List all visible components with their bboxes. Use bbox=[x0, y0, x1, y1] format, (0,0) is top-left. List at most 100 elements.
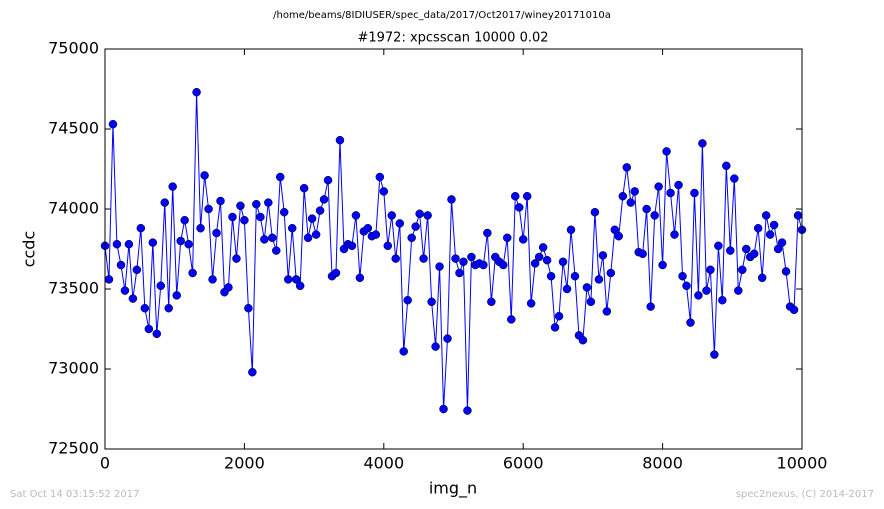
data-point bbox=[710, 350, 719, 359]
data-point bbox=[654, 182, 663, 191]
data-point bbox=[120, 286, 130, 295]
data-point bbox=[546, 271, 556, 281]
data-point bbox=[291, 275, 301, 284]
data-point bbox=[224, 283, 233, 292]
data-point bbox=[216, 196, 225, 206]
data-point bbox=[526, 299, 536, 308]
data-point bbox=[256, 212, 265, 222]
data-point bbox=[180, 215, 189, 225]
data-point bbox=[287, 223, 297, 233]
data-point bbox=[554, 311, 564, 321]
data-point bbox=[144, 324, 154, 334]
data-point bbox=[714, 241, 723, 251]
data-point bbox=[200, 171, 209, 180]
data-point bbox=[777, 238, 787, 247]
data-point bbox=[570, 271, 580, 281]
data-point bbox=[156, 281, 166, 291]
data-point bbox=[590, 207, 600, 217]
data-point bbox=[507, 315, 516, 324]
data-point bbox=[140, 303, 150, 313]
data-point bbox=[538, 243, 548, 252]
data-point bbox=[391, 254, 400, 263]
data-point bbox=[112, 239, 122, 249]
data-point bbox=[244, 303, 253, 313]
data-point bbox=[204, 204, 213, 214]
data-point bbox=[132, 265, 142, 275]
data-point bbox=[307, 214, 317, 223]
data-point bbox=[511, 191, 520, 201]
data-point bbox=[176, 236, 185, 246]
data-point bbox=[753, 223, 763, 233]
data-point bbox=[741, 244, 751, 254]
data-point bbox=[192, 87, 201, 97]
data-point bbox=[586, 297, 596, 307]
data-point bbox=[463, 406, 472, 415]
data-point bbox=[530, 259, 540, 268]
data-point bbox=[761, 211, 771, 220]
data-point bbox=[411, 222, 420, 231]
data-point bbox=[518, 235, 528, 244]
data-point bbox=[168, 182, 177, 191]
data-point bbox=[451, 254, 460, 263]
data-point bbox=[618, 191, 628, 201]
data-point bbox=[443, 334, 452, 343]
data-point bbox=[542, 255, 552, 265]
data-point bbox=[351, 211, 361, 220]
data-point bbox=[104, 275, 114, 284]
data-point bbox=[160, 198, 169, 207]
data-point bbox=[682, 281, 691, 291]
y-tick-label: 74000 bbox=[48, 199, 99, 218]
data-point bbox=[136, 223, 146, 233]
data-point bbox=[116, 260, 126, 270]
data-point bbox=[272, 246, 281, 255]
data-point bbox=[395, 219, 405, 228]
data-point bbox=[642, 204, 651, 214]
data-point bbox=[311, 230, 321, 239]
y-tick-label: 75000 bbox=[48, 39, 99, 58]
data-point bbox=[781, 267, 791, 276]
data-point bbox=[236, 201, 245, 211]
data-point bbox=[582, 283, 592, 292]
x-axis-label: img_n bbox=[429, 479, 477, 499]
data-point bbox=[260, 235, 269, 244]
data-point bbox=[319, 195, 329, 204]
data-point bbox=[455, 268, 464, 278]
data-point bbox=[212, 228, 221, 238]
data-point bbox=[698, 139, 707, 148]
data-point bbox=[502, 233, 512, 243]
data-point bbox=[387, 211, 396, 220]
data-point bbox=[128, 294, 138, 303]
data-point bbox=[602, 307, 612, 316]
data-point bbox=[594, 275, 604, 284]
data-point bbox=[562, 284, 572, 294]
data-point bbox=[678, 271, 687, 281]
data-point bbox=[371, 230, 381, 239]
data-point bbox=[765, 230, 775, 239]
data-line bbox=[104, 92, 803, 411]
x-tick-label: 10000 bbox=[777, 454, 828, 473]
data-point bbox=[662, 147, 671, 156]
data-point bbox=[499, 260, 508, 270]
data-point bbox=[295, 281, 305, 291]
x-tick-label: 6000 bbox=[503, 454, 544, 473]
data-point bbox=[447, 195, 456, 204]
data-point bbox=[690, 188, 699, 198]
data-point bbox=[303, 233, 313, 243]
plot-frame bbox=[104, 48, 803, 450]
data-point bbox=[415, 209, 424, 219]
data-point bbox=[610, 225, 620, 235]
data-point bbox=[419, 254, 428, 263]
data-point bbox=[650, 211, 659, 220]
data-point bbox=[152, 329, 162, 339]
y-tick-label: 73000 bbox=[48, 359, 99, 378]
data-point bbox=[666, 188, 675, 198]
data-point bbox=[598, 251, 608, 260]
data-point bbox=[757, 273, 767, 283]
data-point bbox=[522, 191, 532, 201]
data-point bbox=[315, 206, 325, 215]
y-tick-label: 73500 bbox=[48, 279, 99, 298]
data-point bbox=[459, 257, 468, 267]
y-tick-label: 72500 bbox=[48, 439, 99, 458]
data-point bbox=[232, 254, 241, 263]
